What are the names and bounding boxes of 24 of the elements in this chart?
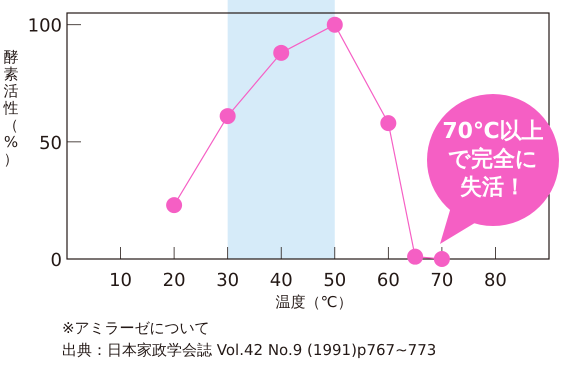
point [220,108,236,124]
point [380,115,396,132]
point [326,16,343,33]
point [166,197,182,214]
x-tick-label: 30 [216,270,240,291]
point [273,44,290,61]
point [407,248,424,265]
x-tick-label: 10 [109,270,132,291]
x-tick-label: 60 [376,270,400,291]
x-axis-title: 温度（℃） [276,293,352,311]
x-tick-label: 50 [323,270,346,291]
x-tick-label: 40 [270,270,293,291]
x-tick-label: 70 [430,270,454,291]
point [434,251,450,267]
y-tick-label: 100 [28,16,62,37]
text: ※アミラーゼについて [62,319,210,337]
y-tick-label: 0 [50,250,62,271]
y-axis-title: 酵素活性（%） [2,48,18,168]
annotation: 70℃以上で完全に失活！ [442,119,544,200]
y-tick-label: 50 [39,132,62,154]
x-tick-label: 80 [484,270,507,291]
source-note: 出典：日本家政学会誌 Vol.42 No.9 (1991)p767~773 [62,341,436,359]
x-tick-label: 20 [162,270,186,291]
callout: 70℃以上で完全に失活！ [427,94,559,244]
